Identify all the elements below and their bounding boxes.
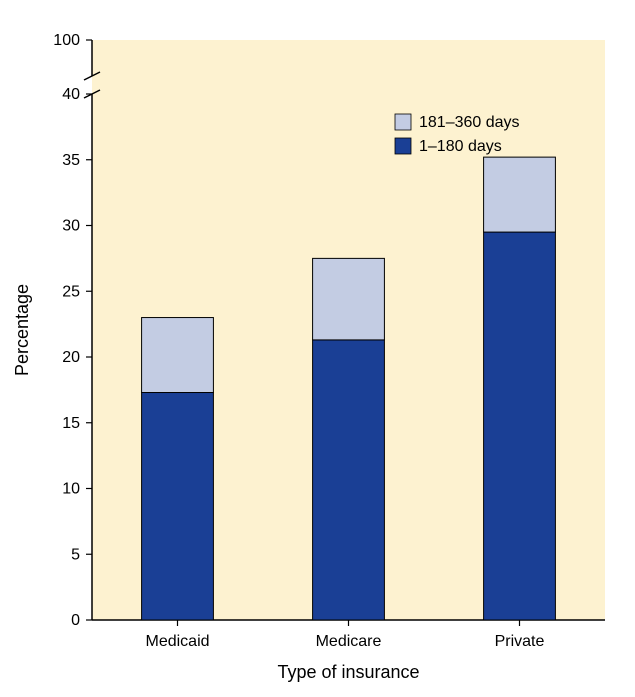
bar-segment xyxy=(142,318,214,393)
y-tick-label: 5 xyxy=(71,546,80,563)
legend-swatch xyxy=(395,114,411,130)
bar-segment xyxy=(313,258,385,340)
bar-segment xyxy=(484,232,556,620)
y-tick-label: 100 xyxy=(53,32,80,49)
x-tick-label: Medicare xyxy=(316,633,382,650)
y-axis-label: Percentage xyxy=(12,284,32,376)
y-tick-label: 10 xyxy=(62,481,80,498)
y-tick-label: 0 xyxy=(71,612,80,629)
y-tick-label: 30 xyxy=(62,218,80,235)
y-tick-label: 25 xyxy=(62,283,80,300)
legend-label: 1–180 days xyxy=(419,138,502,155)
y-tick-label: 40 xyxy=(62,86,80,103)
y-tick-label: 35 xyxy=(62,152,80,169)
y-tick-label: 20 xyxy=(62,349,80,366)
x-axis-label: Type of insurance xyxy=(277,662,419,682)
bar-segment xyxy=(484,157,556,232)
stacked-bar-chart: 0 5 10 15 20 25 30 35 40 100 Percentage Medicaid Med… xyxy=(0,0,635,697)
x-tick-label: Medicaid xyxy=(145,633,209,650)
y-tick-label: 15 xyxy=(62,415,80,432)
legend-label: 181–360 days xyxy=(419,114,520,131)
legend-swatch xyxy=(395,138,411,154)
chart-container: 0 5 10 15 20 25 30 35 40 100 Percentage Medicaid Med… xyxy=(0,0,635,697)
bar-segment xyxy=(313,340,385,620)
bar-segment xyxy=(142,393,214,620)
x-tick-label: Private xyxy=(495,633,545,650)
